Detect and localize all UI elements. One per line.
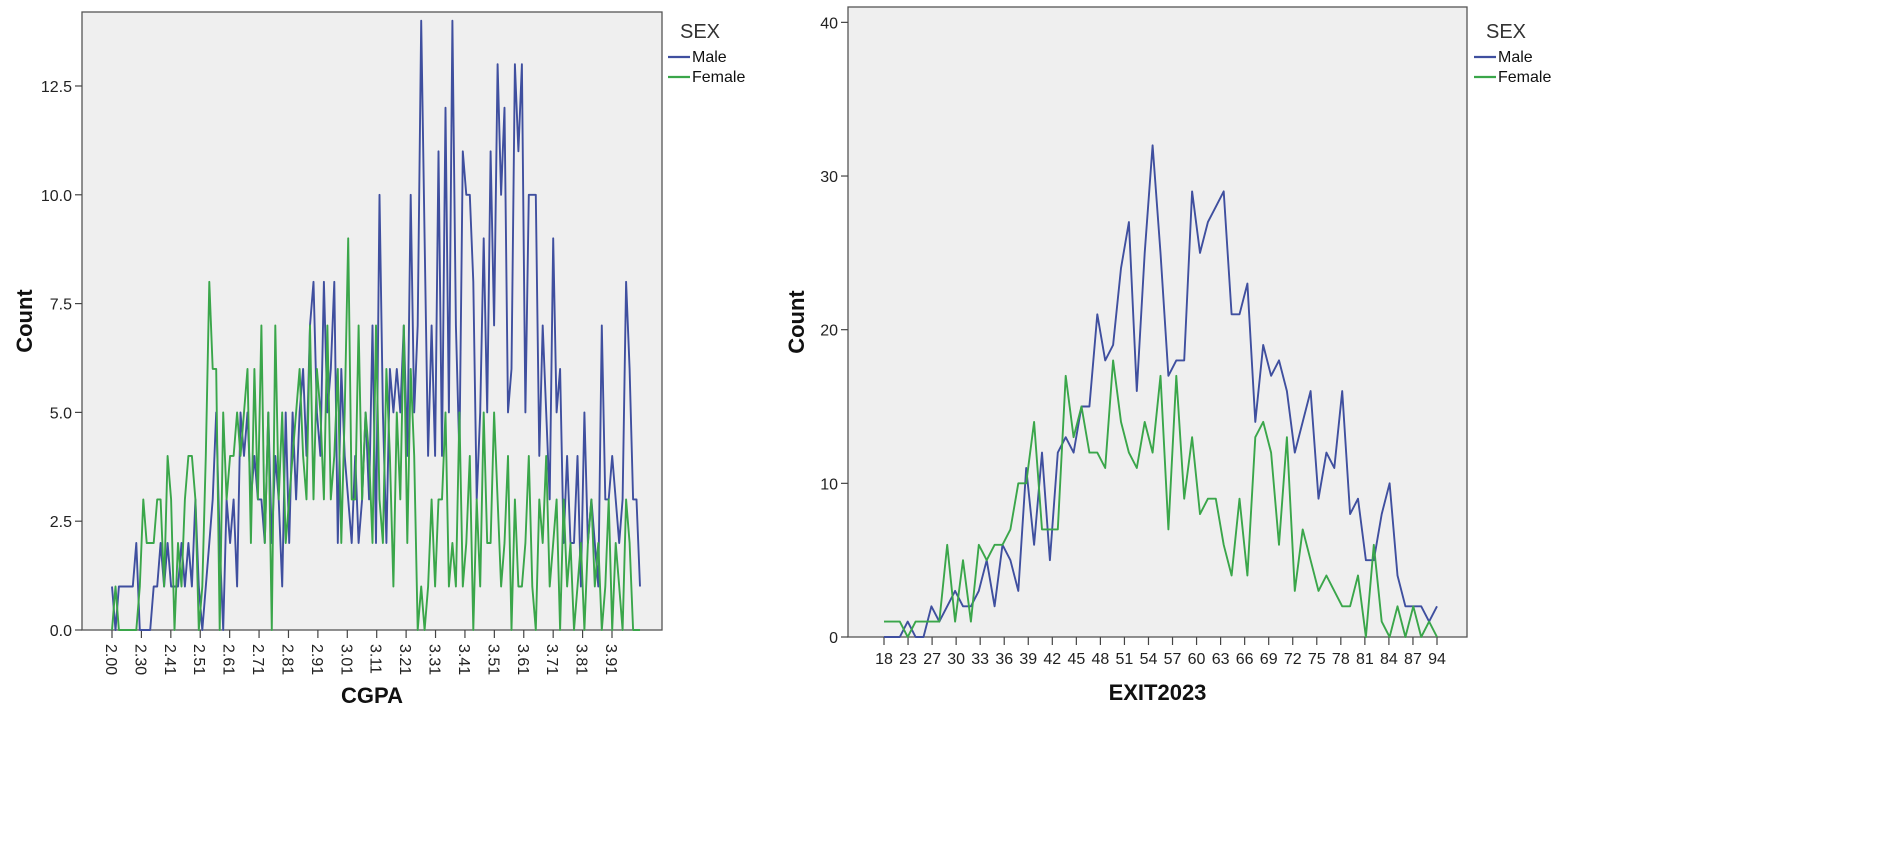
x-tick-label: 2.41 [161,644,178,675]
y-tick-label: 2.5 [50,514,72,531]
legend-label: Male [692,49,727,66]
y-tick-label: 40 [820,15,838,32]
x-tick-label: 2.61 [220,644,237,675]
x-tick-label: 3.31 [426,644,443,675]
y-axis-title: Count [784,290,809,354]
x-tick-label: 60 [1188,651,1206,668]
y-tick-label: 0 [829,630,838,647]
series-line-male [884,144,1438,638]
y-tick-label: 0.0 [50,623,72,640]
x-tick-label: 2.71 [249,644,266,675]
cgpa-chart-svg: 0.0 2.5 5.0 7.5 10.0 12.5 2.00 2.30 2.41 2.51 2.61… [12,11,745,708]
x-tick-label: 27 [923,651,941,668]
x-tick-label: 23 [899,651,917,668]
exit2023-chart-svg: 0 10 20 30 40 18 23 27 30 33 36 39 42 45 48 51 54 57 60 63 6… [784,6,1551,705]
x-tick-label: 72 [1284,651,1302,668]
x-tick-label: 45 [1067,651,1085,668]
x-tick-label: 3.01 [337,644,354,675]
x-tick-label: 3.81 [573,644,590,675]
x-tick-label: 75 [1308,651,1326,668]
x-tick-label: 33 [971,651,989,668]
exit2023-count-chart: 0 10 20 30 40 18 23 27 30 33 36 39 42 45 48 51 54 57 60 63 6… [780,0,1902,862]
y-tick-label: 30 [820,169,838,186]
y-tick-label: 12.5 [41,79,72,96]
plot-area [847,6,1468,638]
y-tick-label: 5.0 [50,405,72,422]
x-tick-label: 54 [1140,651,1158,668]
x-tick-label: 3.61 [514,644,531,675]
x-tick-label: 3.91 [602,644,619,675]
x-tick-label: 3.41 [455,644,472,675]
x-tick-label: 3.71 [543,644,560,675]
y-tick-label: 7.5 [50,297,72,314]
y-axis-title: Count [12,289,37,353]
x-tick-label: 42 [1043,651,1061,668]
x-tick-label: 30 [947,651,965,668]
x-tick-label: 39 [1019,651,1037,668]
x-tick-label: 2.81 [278,644,295,675]
x-tick-label: 81 [1356,651,1374,668]
x-tick-label: 87 [1404,651,1422,668]
cgpa-count-chart: 0.0 2.5 5.0 7.5 10.0 12.5 2.00 2.30 2.41 2.51 2.61… [0,0,950,862]
x-tick-label: 66 [1236,651,1254,668]
x-tick-label: 63 [1212,651,1230,668]
x-tick-label: 78 [1332,651,1350,668]
legend-label: Female [692,69,745,86]
x-tick-label: 94 [1428,651,1446,668]
x-tick-label: 3.51 [484,644,501,675]
series-line-female [884,359,1438,638]
x-tick-label: 84 [1380,651,1398,668]
x-tick-label: 3.11 [367,644,384,674]
legend-title: SEX [1486,21,1526,43]
x-axis-title: CGPA [341,683,403,708]
x-tick-label: 69 [1260,651,1278,668]
x-axis-title: EXIT2023 [1109,680,1207,705]
x-tick-label: 2.91 [308,644,325,675]
y-tick-label: 20 [820,323,838,340]
legend-label: Male [1498,49,1533,66]
x-tick-label: 51 [1116,651,1134,668]
legend-label: Female [1498,69,1551,86]
x-tick-label: 48 [1091,651,1109,668]
x-tick-label: 2.30 [131,644,148,675]
x-tick-label: 2.51 [190,644,207,675]
series-line-male [111,19,641,631]
y-tick-label: 10.0 [41,188,72,205]
series-line-female [111,237,640,631]
x-tick-label: 18 [875,651,893,668]
x-tick-label: 3.21 [396,644,413,675]
x-tick-label: 36 [995,651,1013,668]
x-tick-label: 57 [1164,651,1182,668]
x-tick-label: 2.00 [102,644,119,675]
legend-title: SEX [680,21,720,43]
y-tick-label: 10 [820,476,838,493]
